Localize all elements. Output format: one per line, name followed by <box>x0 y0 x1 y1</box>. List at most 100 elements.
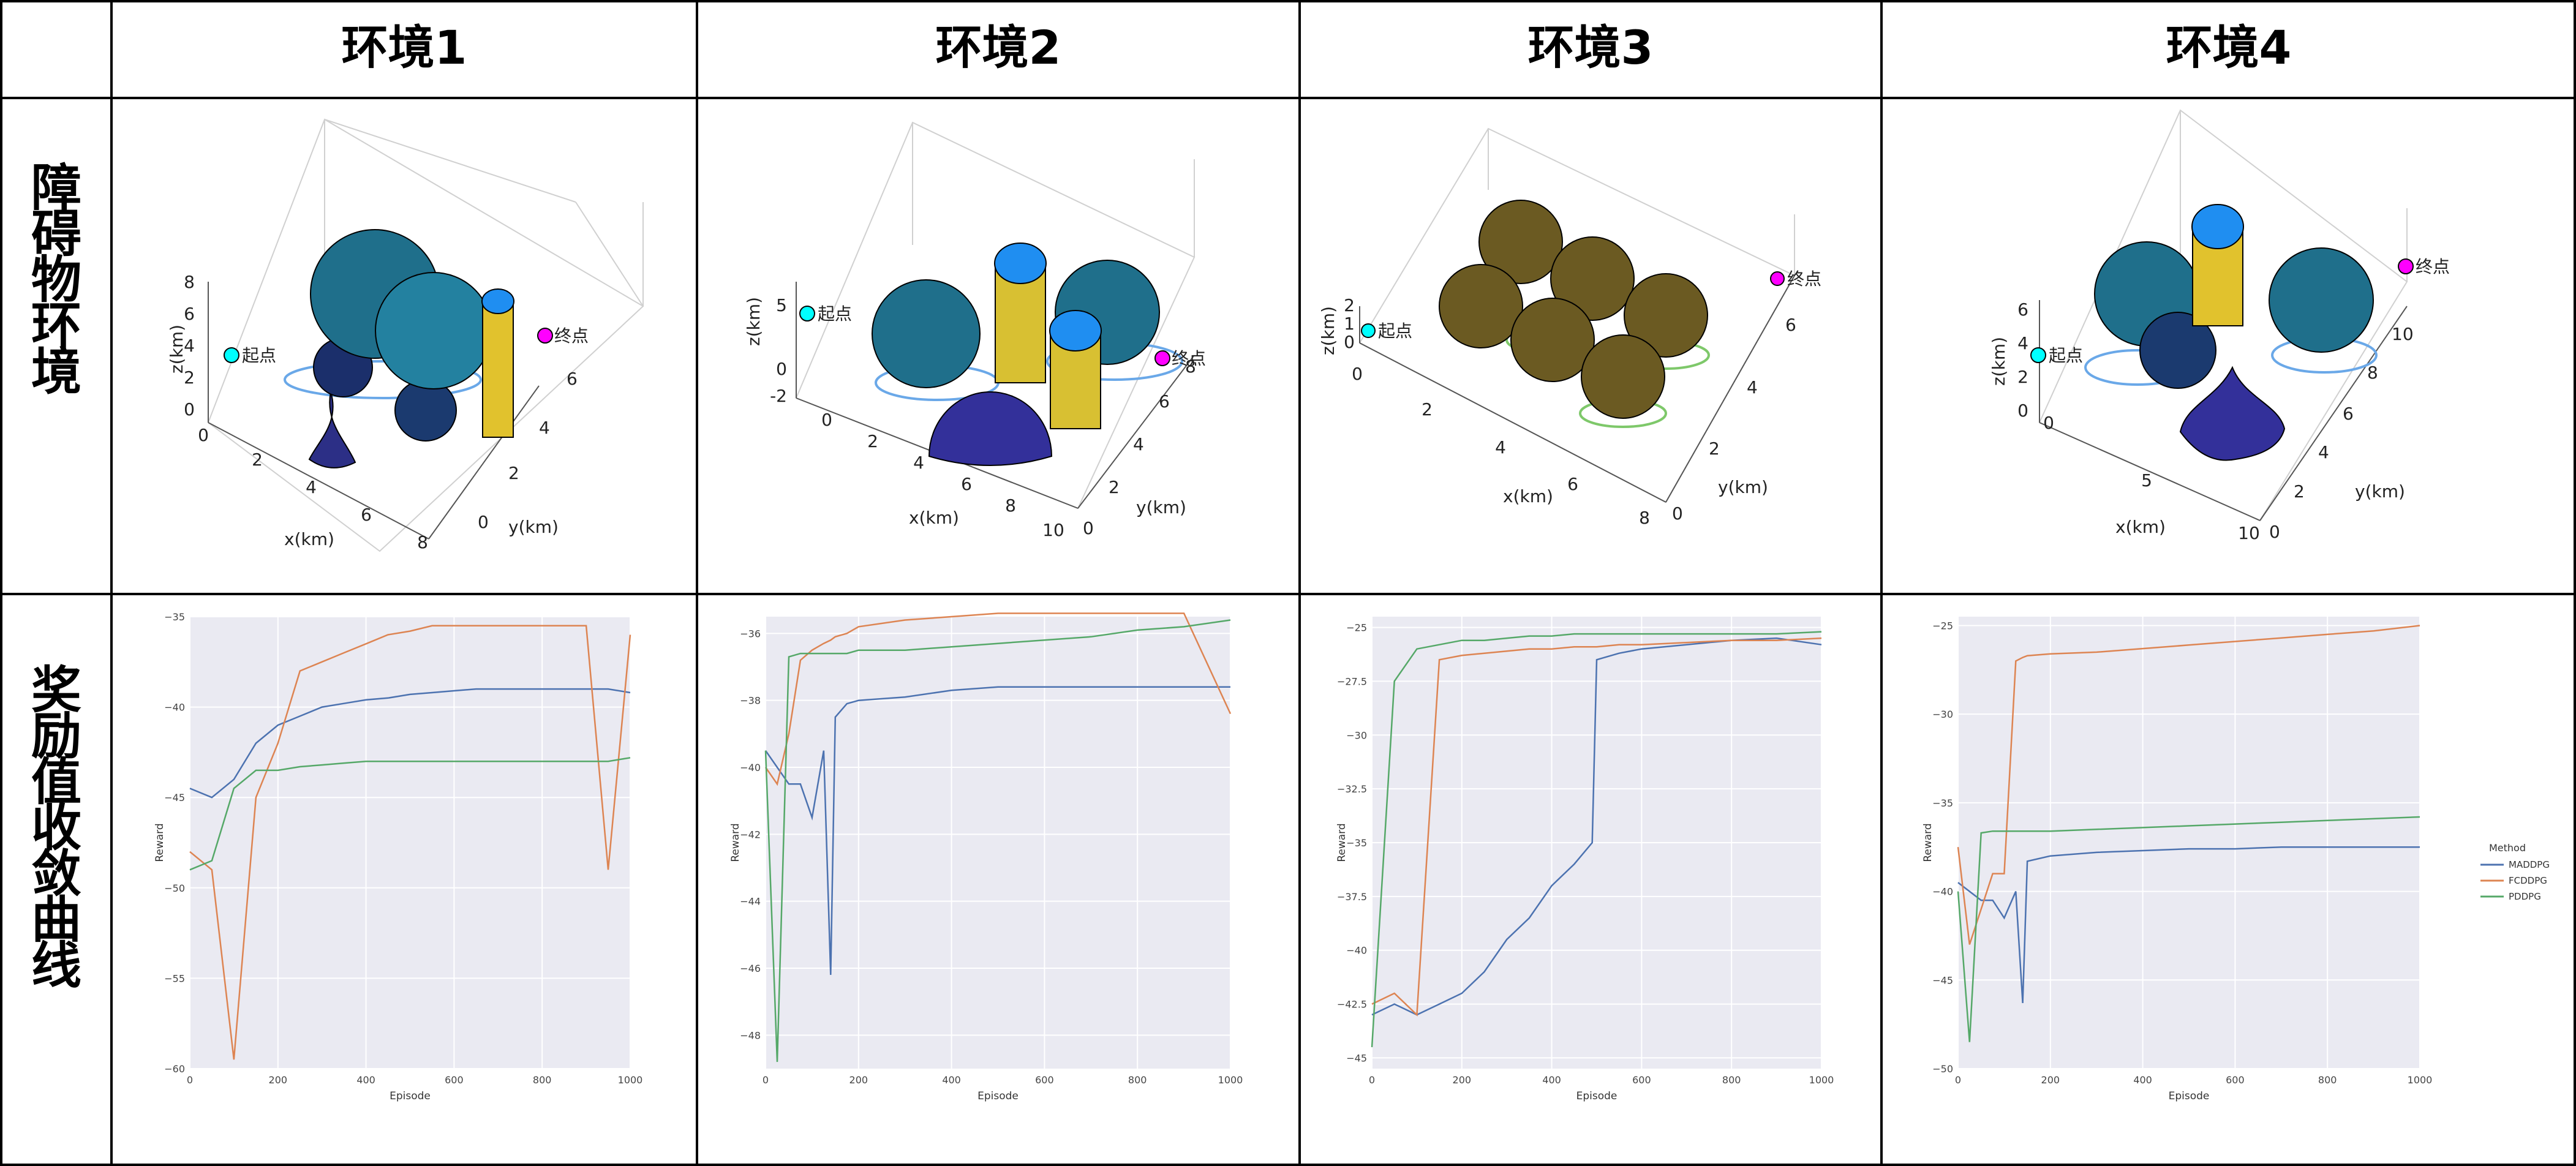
y-axis-label: Reward <box>1336 823 1348 862</box>
start-label: 起点 <box>242 345 276 366</box>
y-axis-label: y(km) <box>2355 481 2405 502</box>
obstacles <box>1439 200 1710 428</box>
series-line-2 <box>764 612 1232 786</box>
row-label-char: 境 <box>31 343 81 401</box>
x-axis-label: x(km) <box>2115 517 2166 537</box>
legend: Method MADDPG FCDDPG PDDPG <box>2480 842 2550 902</box>
end-marker <box>1154 350 1170 366</box>
y-axis-label: y(km) <box>1136 497 1186 517</box>
y-tick-label: −40 <box>1346 945 1367 957</box>
x-tick: 10 <box>1042 520 1064 540</box>
z-tick: 4 <box>2017 333 2028 353</box>
x-tick-label: 200 <box>2041 1074 2060 1086</box>
sphere-obstacle <box>872 279 981 388</box>
x-axis-label: Episode <box>977 1090 1019 1102</box>
x-tick: 2 <box>867 431 878 451</box>
x-tick-label: 600 <box>2226 1074 2245 1086</box>
plot-area <box>766 617 1230 1069</box>
y-tick-label: −37.5 <box>1337 891 1367 903</box>
y-tick-label: −36 <box>740 628 761 639</box>
x-axis-label: x(km) <box>909 508 959 528</box>
x-tick: 0 <box>2043 413 2054 433</box>
y-tick-label: −27.5 <box>1337 675 1367 687</box>
z-tick: 6 <box>2017 299 2028 320</box>
start-label: 起点 <box>2049 345 2083 366</box>
row-label-char: 碍 <box>31 205 81 263</box>
header-env-2: 环境2 <box>936 20 1061 75</box>
y-tick-label: −38 <box>740 695 761 707</box>
end-marker <box>1770 271 1785 286</box>
y-tick-label: −35 <box>1932 797 1953 809</box>
y-tick-label: −44 <box>740 896 761 908</box>
x-tick-label: 800 <box>1722 1074 1741 1086</box>
row-label-char: 线 <box>31 937 81 995</box>
x-tick-label: 1000 <box>1809 1074 1834 1086</box>
x-tick-label: 0 <box>187 1074 193 1086</box>
series-line-3 <box>764 619 1231 1063</box>
x-tick: 4 <box>913 453 924 473</box>
sphere-obstacle <box>1581 334 1665 419</box>
x-tick-label: 1000 <box>618 1074 643 1086</box>
series-line-1 <box>1957 846 2420 1003</box>
z-axis-label: z(km) <box>744 297 764 346</box>
sphere-obstacle <box>1510 298 1595 382</box>
z-tick: 6 <box>184 304 195 324</box>
reward-chart-env-2: −36 −38 −40 −42 −44 −46 −48 0 200 400 600 800 1000 Ep… <box>728 609 1243 1105</box>
x-tick-label: 800 <box>533 1074 552 1086</box>
obstacles <box>284 229 514 468</box>
y-axis-label: y(km) <box>508 517 559 537</box>
y-tick: 4 <box>1747 377 1758 397</box>
plot-area <box>190 617 630 1069</box>
x-tick-label: 800 <box>2318 1074 2337 1086</box>
reward-chart-env-4: −25 −30 −35 −40 −45 −500 200 400 600 800 1000 Episo… <box>1920 609 2432 1105</box>
y-tick-label: −35 <box>1346 837 1367 849</box>
x-tick-label: 600 <box>1035 1074 1054 1086</box>
series-line-2 <box>1957 625 2420 945</box>
x-axis-label: x(km) <box>284 529 334 549</box>
axis-lines <box>1359 275 1795 503</box>
z-axis-label: z(km) <box>1989 337 2009 386</box>
x-tick-label: 400 <box>356 1074 375 1086</box>
y-tick-label: −40 <box>740 762 761 773</box>
z-tick: 4 <box>184 336 195 356</box>
row-label-char: 物 <box>31 251 81 309</box>
z-tick: 2 <box>1344 295 1355 315</box>
x-axis-label: Episode <box>390 1090 431 1102</box>
row-label-char: 障 <box>31 159 81 217</box>
y-tick: 2 <box>508 463 519 483</box>
plot-area <box>1958 617 2420 1069</box>
y-axis-label: y(km) <box>1718 477 1768 497</box>
row-label-char: 励 <box>31 707 81 765</box>
x-tick: 4 <box>1495 437 1506 457</box>
y-tick-label: −48 <box>740 1029 761 1041</box>
x-tick-label: 1000 <box>2408 1074 2433 1086</box>
x-tick: 4 <box>306 477 317 497</box>
series-line-3 <box>189 757 631 871</box>
cone-obstacle <box>308 391 356 468</box>
x-axis-label: Episode <box>2169 1090 2210 1102</box>
x-tick-label: 400 <box>942 1074 961 1086</box>
x-tick-label: 200 <box>1453 1074 1472 1086</box>
end-label: 终点 <box>554 326 589 346</box>
obstacles <box>2084 204 2378 461</box>
y-tick: 8 <box>2367 363 2378 383</box>
x-tick: 8 <box>1639 508 1650 528</box>
cone-obstacle <box>2179 366 2286 461</box>
sphere-obstacle <box>1550 236 1635 321</box>
y-tick: 2 <box>2294 481 2305 502</box>
start-marker <box>799 306 815 322</box>
obstacles <box>872 243 1183 466</box>
x-tick-label: 1000 <box>1218 1074 1243 1086</box>
env-plot-1: 8 6 4 2 0 0 2 4 6 8 0 2 4 6 x(km) y(km) … <box>167 118 644 552</box>
x-tick: 0 <box>1352 364 1363 384</box>
header-env-4: 环境4 <box>2166 20 2292 75</box>
env-plot-2: 5 0 -2 0 2 4 6 8 10 0 2 4 6 8 x(km) y(km… <box>744 121 1206 540</box>
row-label-char: 奖 <box>31 661 81 720</box>
z-tick: 5 <box>776 295 787 315</box>
y-tick-label: −46 <box>740 963 761 974</box>
reward-chart-env-1: −35 −40 −45 −50 −55 −600 200 400 600 800 1000 Episo… <box>152 609 642 1105</box>
y-tick-label: −25 <box>1346 622 1367 634</box>
y-tick: 0 <box>2269 522 2280 542</box>
